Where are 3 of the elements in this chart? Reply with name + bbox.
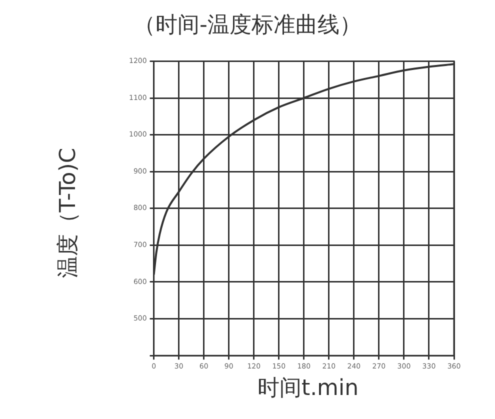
chart-title: （时间-温度标准曲线） <box>132 12 362 40</box>
y-axis-title: 温度（T-To)C <box>55 148 82 278</box>
x-axis-title: 时间t.min <box>256 375 360 403</box>
